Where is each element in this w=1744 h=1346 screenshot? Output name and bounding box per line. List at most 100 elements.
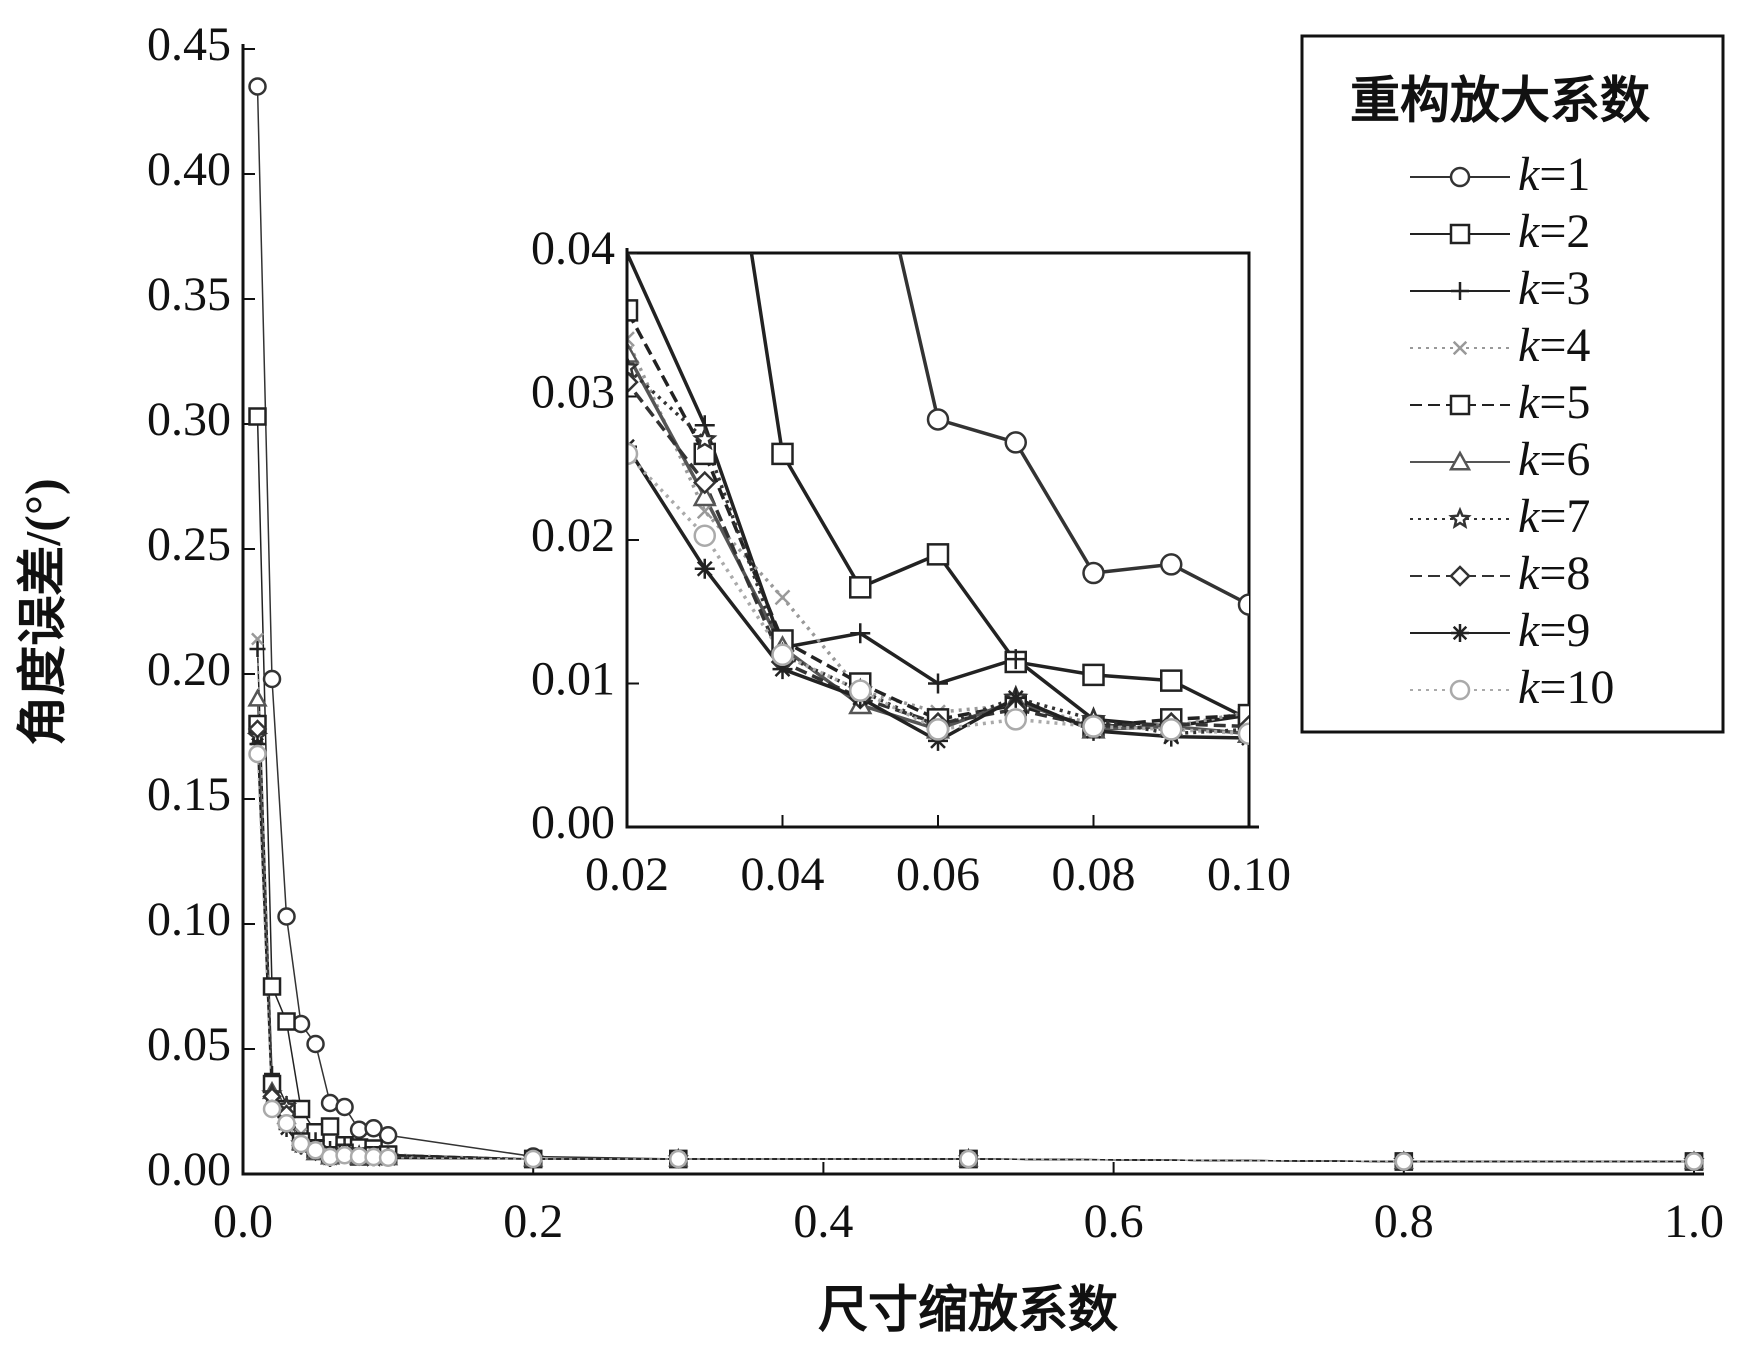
x-tick-label: 0.10 (1207, 848, 1291, 901)
y-tick-label: 0.02 (531, 509, 615, 562)
marker (262, 669, 282, 689)
marker (320, 1117, 340, 1136)
marker (669, 1149, 688, 1169)
x-axis-title: 尺寸缩放系数 (818, 1281, 1118, 1337)
marker (364, 1119, 383, 1138)
marker (277, 1114, 296, 1133)
marker (627, 299, 639, 322)
legend-label: k=8 (1518, 547, 1590, 600)
x-tick-label: 0.04 (741, 848, 825, 901)
main-plot: 0.0 0.2 0.4 0.6 0.8 1.0 0.00 0.05 0.10 0.15 0.20 0.… (147, 18, 1724, 1248)
x-tick-label: 0.4 (793, 1195, 853, 1248)
marker (771, 643, 794, 667)
data-layer (627, 71, 1249, 751)
y-tick-label: 0.35 (147, 268, 231, 321)
marker (627, 442, 639, 466)
marker (1160, 553, 1183, 576)
marker (378, 1148, 398, 1167)
marker (926, 718, 950, 741)
y-tick-label: 0.30 (147, 393, 231, 446)
y-tick-label: 0.45 (147, 18, 231, 71)
marker (692, 426, 718, 451)
marker (692, 470, 717, 495)
marker (928, 673, 948, 694)
legend-label: k=9 (1518, 604, 1590, 657)
marker (1394, 1152, 1414, 1171)
legend-title: 重构放大系数 (1350, 72, 1650, 128)
marker (959, 1149, 978, 1169)
marker (771, 442, 794, 466)
legend-marker (1449, 679, 1471, 701)
y-tick-label: 0.25 (147, 518, 231, 571)
marker (849, 679, 872, 702)
marker (248, 407, 267, 426)
marker (696, 503, 713, 520)
x-tick-label: 0.08 (1052, 848, 1136, 901)
y-tick-label: 0.05 (147, 1018, 231, 1071)
legend-marker (1448, 506, 1472, 529)
marker (523, 1149, 543, 1169)
legend-marker (1448, 450, 1472, 471)
marker (1160, 718, 1183, 741)
marker (1237, 593, 1249, 616)
y-tick-label: 0.00 (531, 796, 615, 849)
marker (1004, 431, 1027, 454)
marker (774, 589, 791, 606)
legend-label: k=5 (1518, 376, 1590, 429)
x-tick-label: 0.06 (896, 848, 980, 901)
x-tick-label: 0.02 (585, 848, 669, 901)
y-tick-label: 0.10 (147, 893, 231, 946)
y-axis-title: 角度误差/(°) (14, 478, 70, 745)
marker (627, 354, 640, 379)
marker (1684, 1152, 1704, 1171)
marker (247, 688, 268, 707)
marker (1237, 722, 1249, 745)
marker (849, 576, 872, 599)
y-tick-label: 0.03 (531, 366, 615, 419)
marker (1082, 715, 1105, 738)
legend-label: k=6 (1518, 433, 1590, 486)
x-tick-label: 0.8 (1374, 1195, 1434, 1248)
legend-marker (1449, 394, 1471, 416)
marker (1005, 687, 1026, 708)
marker (1004, 708, 1027, 731)
marker (1005, 649, 1026, 670)
marker (692, 484, 717, 507)
y-tick-label: 0.40 (147, 143, 231, 196)
marker (277, 907, 296, 926)
legend-label: k=3 (1518, 262, 1590, 315)
marker (926, 543, 950, 566)
legend-marker (1451, 282, 1469, 300)
legend: k=1k=2k=3k=4k=5k=6k=7k=8k=9k=10 (1410, 148, 1614, 714)
x-tick-label: 1.0 (1664, 1195, 1724, 1248)
x-tick-label: 0.0 (213, 1195, 273, 1248)
y-tick-label: 0.01 (531, 653, 615, 706)
marker (627, 370, 639, 394)
marker (627, 331, 635, 347)
marker (850, 71, 870, 91)
marker (694, 558, 715, 579)
marker (248, 744, 267, 764)
legend-label: k=2 (1518, 205, 1590, 258)
marker (627, 340, 640, 363)
axes (241, 44, 1704, 1176)
marker (850, 623, 871, 644)
legend-label: k=10 (1518, 661, 1614, 714)
marker (772, 659, 793, 680)
inset-plot: 0.02 0.04 0.06 0.08 0.10 0.00 0.01 0.02 0.03 0.04 (531, 71, 1291, 901)
marker (262, 1099, 282, 1119)
data-layer (246, 77, 1705, 1172)
marker (306, 1141, 325, 1160)
y-tick-label: 0.15 (147, 768, 231, 821)
marker (251, 632, 264, 646)
marker (306, 1034, 325, 1054)
marker (926, 408, 950, 431)
legend-label: k=4 (1518, 319, 1590, 372)
y-tick-label: 0.00 (147, 1143, 231, 1196)
marker (378, 1126, 398, 1145)
legend-label: k=7 (1518, 490, 1590, 543)
marker (1082, 663, 1105, 687)
x-tick-label: 0.6 (1084, 1195, 1144, 1248)
legend-box (1300, 34, 1725, 734)
marker (249, 736, 266, 752)
